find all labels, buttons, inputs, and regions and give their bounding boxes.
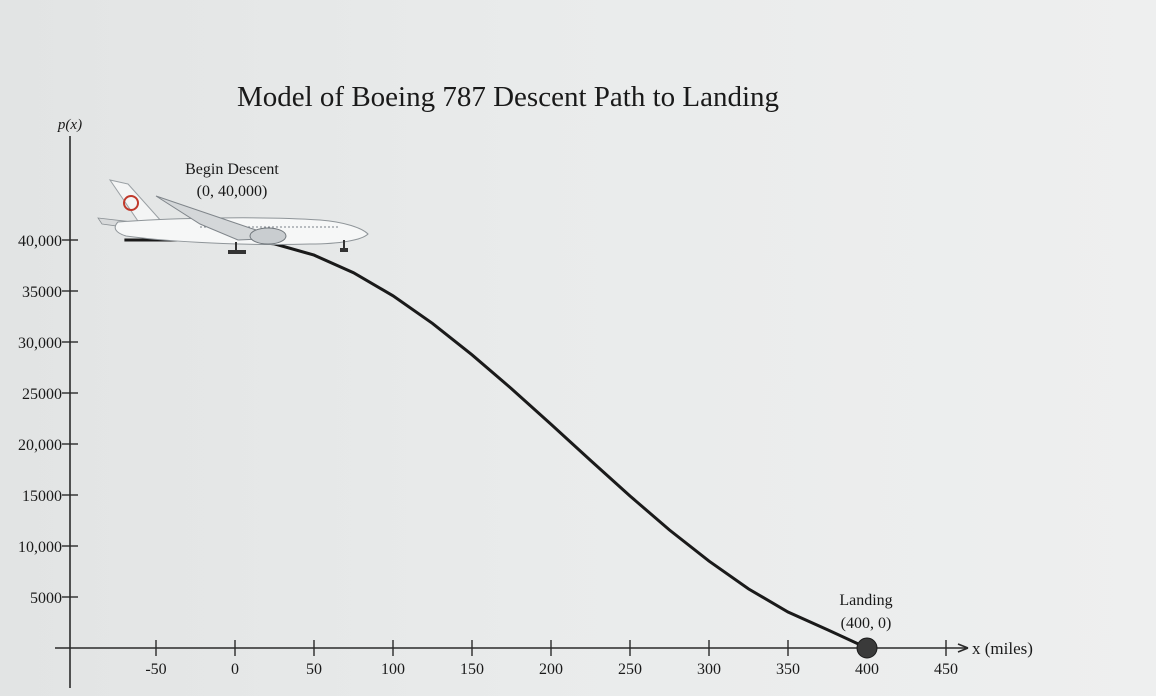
y-tick-label: 20,000 — [18, 437, 62, 454]
x-tick-label: 250 — [618, 661, 642, 678]
chart-title: Model of Boeing 787 Descent Path to Land… — [237, 81, 779, 113]
begin-descent-label: Begin Descent — [185, 161, 279, 178]
begin-descent-coords: (0, 40,000) — [197, 183, 268, 200]
x-ticks: -50 0 50 100 150 200 250 300 350 400 450 — [145, 640, 958, 678]
x-tick-label: 350 — [776, 661, 800, 678]
y-tick-label: 10,000 — [18, 539, 62, 556]
x-tick-label: 0 — [231, 661, 239, 678]
x-tick-label: 200 — [539, 661, 563, 678]
x-tick-label: 150 — [460, 661, 484, 678]
y-tick-label: 35000 — [22, 284, 62, 301]
x-tick-label: 400 — [855, 661, 879, 678]
x-tick-label: 50 — [306, 661, 322, 678]
y-ticks: 5000 10,000 15000 20,000 25000 30,000 35000 40,… — [18, 233, 78, 607]
y-tick-label: 5000 — [30, 590, 62, 607]
landing-label: Landing — [839, 592, 892, 609]
y-tick-label: 30,000 — [18, 335, 62, 352]
y-axis-label: p(x) — [57, 117, 82, 133]
x-axis-arrow-lower — [957, 647, 969, 653]
x-tick-label: 450 — [934, 661, 958, 678]
y-tick-label: 15000 — [22, 488, 62, 505]
y-tick-label: 40,000 — [18, 233, 62, 250]
x-tick-label: 100 — [381, 661, 405, 678]
landing-point-marker — [856, 637, 878, 659]
y-tick-label: 25000 — [22, 386, 62, 403]
x-axis-arrow-upper — [957, 643, 969, 649]
descent-path-line — [124, 238, 868, 650]
x-tick-label: -50 — [145, 661, 166, 678]
airplane-icon — [97, 179, 369, 254]
x-axis-label: x (miles) — [972, 639, 1033, 658]
x-tick-label: 300 — [697, 661, 721, 678]
landing-coords: (400, 0) — [841, 615, 892, 632]
